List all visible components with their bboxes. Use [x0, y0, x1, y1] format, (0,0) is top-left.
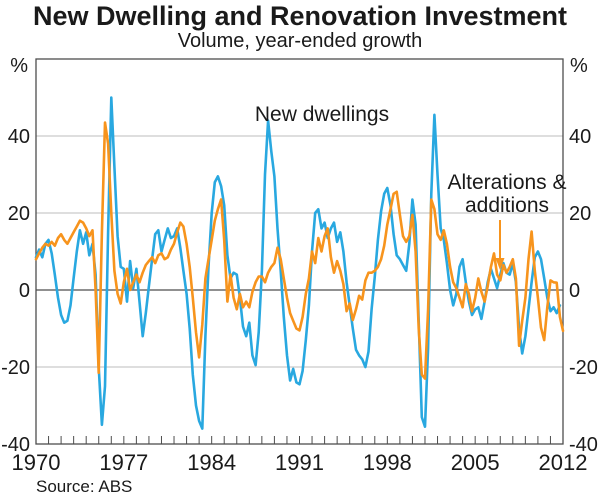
- y-axis-label-right: -40: [569, 434, 598, 456]
- x-axis-label: 1977: [99, 450, 148, 475]
- x-axis-label: 1984: [187, 450, 236, 475]
- annotation-arrow-head: [495, 258, 505, 270]
- y-axis-label-right: 20: [569, 203, 591, 225]
- chart-subtitle: Volume, year-ended growth: [177, 30, 423, 52]
- alterations-label: additions: [465, 194, 549, 217]
- series-line-new-dwellings: [34, 96, 562, 430]
- y-axis-unit-right: %: [570, 55, 588, 77]
- y-axis-label-left: 40: [8, 126, 30, 148]
- y-axis-label-right: 40: [569, 126, 591, 148]
- y-axis-label-left: 20: [8, 203, 30, 225]
- new-dwellings-label: New dwellings: [255, 103, 389, 126]
- y-axis-label-right: -20: [569, 357, 598, 379]
- y-axis-label-left: -20: [1, 357, 30, 379]
- x-axis-label: 1970: [12, 450, 61, 475]
- y-axis-label-left: 0: [19, 280, 30, 302]
- alterations-label: Alterations &: [447, 171, 566, 194]
- x-axis-label: 1991: [275, 450, 324, 475]
- x-axis-label: 1998: [363, 450, 412, 475]
- y-axis-label-left: -40: [1, 434, 30, 456]
- y-axis-label-right: 0: [569, 280, 580, 302]
- x-axis-label: 2005: [451, 450, 500, 475]
- source-note: Source: ABS: [36, 477, 133, 496]
- chart-title: New Dwelling and Renovation Investment: [32, 1, 568, 31]
- plot-border: [35, 58, 564, 445]
- x-axis-label: 2012: [539, 450, 588, 475]
- y-axis-unit-left: %: [10, 55, 28, 77]
- series-line-alterations-additions: [34, 121, 565, 380]
